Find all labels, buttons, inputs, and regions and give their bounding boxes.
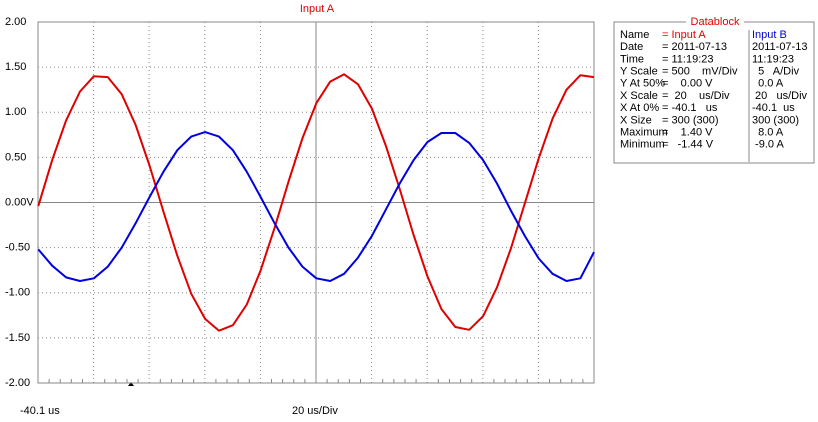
datablock-cell: 8.0 A: [752, 127, 784, 139]
datablock-cell: X Size: [620, 114, 652, 126]
datablock-cell: -40.1 us: [752, 102, 795, 114]
x-scale-label: 20 us/Div: [292, 405, 338, 417]
datablock-cell: Y Scale: [620, 66, 658, 78]
datablock-cell: = 500 mV/Div: [662, 66, 738, 78]
datablock-cell: Input B: [752, 29, 787, 41]
datablock-cell: Maximum: [620, 127, 668, 139]
datablock-cell: 2011-07-13: [752, 41, 807, 53]
y-tick-label: 1.50: [5, 61, 26, 73]
datablock-cell: = Input A: [662, 29, 706, 41]
datablock-cell: 300 (300): [752, 114, 799, 126]
y-tick-label: 0.50: [5, 151, 26, 163]
series-line: [37, 73, 595, 332]
datablock-cell: = -1.44 V: [662, 139, 714, 151]
datablock-title: Datablock: [691, 16, 740, 28]
datablock-cell: 0.0 A: [752, 78, 784, 90]
datablock-cell: Time: [620, 53, 644, 65]
datablock-cell: -9.0 A: [752, 139, 784, 151]
datablock-cell: 20 us/Div: [752, 90, 808, 102]
datablock-title-bg: [686, 16, 744, 28]
datablock-cell: = 1.40 V: [662, 127, 713, 139]
y-tick-label: -1.00: [5, 287, 30, 299]
series-line: [37, 131, 595, 282]
datablock-cell: 5 A/Div: [752, 66, 800, 78]
y-tick-label: -1.50: [5, 332, 30, 344]
datablock-cell: = -40.1 us: [662, 102, 718, 114]
datablock-cell: Minimum: [620, 139, 665, 151]
x-start-label: -40.1 us: [20, 405, 60, 417]
y-tick-label: 2.00: [5, 16, 26, 28]
datablock-cell: = 20 us/Div: [662, 90, 730, 102]
datablock-cell: X At 0%: [620, 102, 659, 114]
chart-title: Input A: [300, 3, 335, 15]
datablock-cell: = 300 (300): [662, 114, 719, 126]
y-tick-label: -0.50: [5, 242, 30, 254]
y-tick-label: 1.00: [5, 106, 26, 118]
datablock-cell: Y At 50%: [620, 78, 665, 90]
trigger-marker: [128, 382, 134, 386]
datablock-cell: = 0.00 V: [662, 78, 713, 90]
datablock-cell: = 2011-07-13: [662, 41, 727, 53]
datablock-cell: Date: [620, 41, 643, 53]
datablock-cell: Name: [620, 29, 649, 41]
datablock-cell: = 11:19:23: [662, 53, 713, 65]
datablock-cell: X Scale: [620, 90, 658, 102]
y-tick-label: -2.00: [5, 377, 30, 389]
datablock-cell: 11:19:23: [752, 53, 794, 65]
y-tick-label: 0.00V: [5, 196, 34, 208]
